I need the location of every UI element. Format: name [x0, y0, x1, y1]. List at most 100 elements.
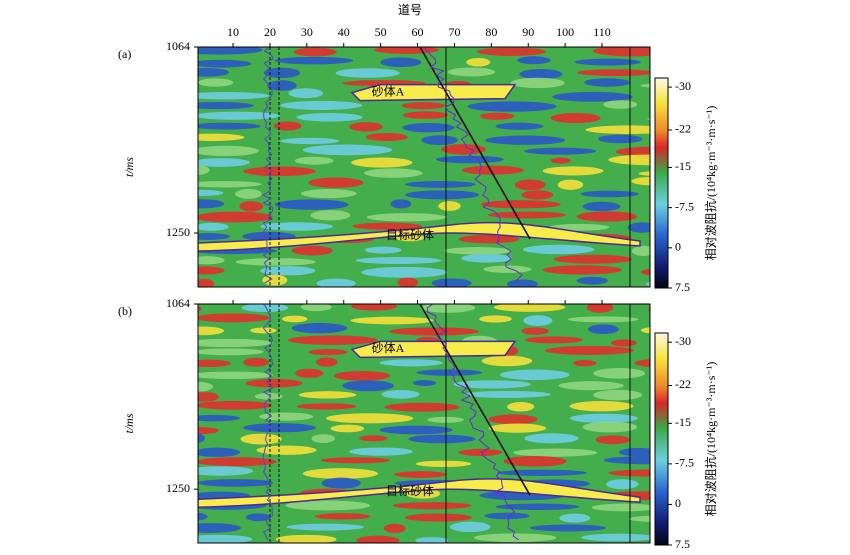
- reflector: [364, 246, 402, 254]
- target-sand: [198, 221, 641, 252]
- reflector: [320, 457, 391, 464]
- reflector: [402, 123, 455, 133]
- reflector: [558, 381, 624, 391]
- reflector: [404, 513, 473, 522]
- reflector: [647, 117, 650, 120]
- reflector: [259, 412, 314, 421]
- colorbar-tick-label: -22: [675, 122, 691, 136]
- reflector: [198, 338, 273, 348]
- reflector: [198, 92, 270, 100]
- reflector: [640, 83, 650, 88]
- reflector: [495, 503, 580, 511]
- y-tick-label: 1064: [166, 39, 190, 53]
- reflector: [240, 433, 282, 445]
- reflector: [245, 513, 271, 522]
- reflector: [198, 47, 263, 55]
- reflector: [198, 348, 264, 356]
- reflector: [444, 247, 512, 255]
- colorbar-tick-label: -7.5: [675, 199, 694, 213]
- reflector: [198, 222, 229, 231]
- reflector: [198, 433, 205, 444]
- reflector: [198, 278, 215, 287]
- reflector: [198, 306, 202, 312]
- x-tick-label: 80: [485, 25, 497, 39]
- reflector: [198, 466, 254, 476]
- reflector: [588, 324, 619, 335]
- reflector: [634, 359, 650, 367]
- reflector: [483, 265, 532, 273]
- reflector: [383, 523, 406, 533]
- reflector: [262, 274, 288, 286]
- reflector: [198, 512, 208, 521]
- reflector: [198, 133, 245, 141]
- reflector: [593, 368, 646, 379]
- reflector: [274, 56, 354, 65]
- reflector: [235, 188, 262, 199]
- reflector: [488, 423, 547, 433]
- x-tick-label: 100: [556, 25, 574, 39]
- reflector: [379, 359, 443, 367]
- panel-label: (b): [118, 304, 132, 318]
- annotation: 砂体A: [372, 84, 405, 98]
- reflector: [315, 357, 338, 367]
- reflector: [351, 304, 398, 311]
- reflector: [477, 47, 546, 56]
- colorbar-tick-label: 0: [675, 496, 681, 510]
- reflector: [574, 58, 641, 66]
- reflector: [198, 479, 274, 487]
- reflector: [603, 456, 650, 465]
- reflector: [291, 322, 348, 334]
- reflector: [485, 135, 566, 145]
- reflector: [597, 134, 643, 144]
- colorbar-tick-label: -30: [675, 334, 691, 348]
- reflector: [580, 190, 639, 198]
- well-log: [424, 47, 523, 284]
- x-tick-label: 50: [375, 25, 387, 39]
- fault: [419, 47, 531, 240]
- reflector: [631, 245, 650, 257]
- reflector: [394, 471, 448, 478]
- reflector: [645, 281, 650, 287]
- panel-label: (a): [118, 47, 131, 61]
- reflector: [302, 144, 392, 156]
- reflector: [350, 316, 434, 325]
- reflector: [503, 455, 567, 467]
- reflector: [379, 425, 453, 435]
- reflector: [321, 477, 361, 489]
- reflector: [198, 180, 262, 188]
- reflector: [461, 253, 513, 263]
- reflector: [352, 222, 422, 230]
- reflector: [198, 523, 241, 533]
- reflector: [557, 179, 584, 190]
- reflector: [458, 234, 520, 244]
- reflector: [381, 390, 420, 399]
- reflector: [497, 469, 587, 476]
- reflector: [397, 277, 419, 287]
- reflector: [593, 389, 643, 401]
- reflector: [582, 201, 621, 212]
- y-axis-title: t/ms: [122, 413, 136, 433]
- plot-frame: [197, 303, 651, 544]
- reflector: [447, 67, 496, 77]
- reflector: [559, 513, 591, 523]
- reflector: [567, 316, 639, 323]
- colorbar-tick-label: 7.5: [675, 280, 690, 294]
- reflector: [198, 359, 232, 368]
- reflector: [510, 77, 565, 89]
- x-tick-label: 110: [593, 25, 611, 39]
- reflector: [308, 177, 364, 188]
- sand-a: [350, 340, 517, 359]
- reflector: [198, 457, 277, 467]
- well-log: [262, 47, 274, 284]
- x-tick-label: 90: [522, 25, 534, 39]
- reflector: [198, 392, 219, 402]
- x-tick-label: 10: [227, 25, 239, 39]
- reflector: [291, 245, 333, 256]
- reflector: [631, 176, 650, 186]
- reflector: [325, 413, 414, 424]
- reflector: [254, 393, 283, 400]
- reflector: [380, 57, 422, 68]
- x-tick-label: 70: [448, 25, 460, 39]
- reflector: [316, 278, 356, 287]
- reflector: [595, 435, 630, 445]
